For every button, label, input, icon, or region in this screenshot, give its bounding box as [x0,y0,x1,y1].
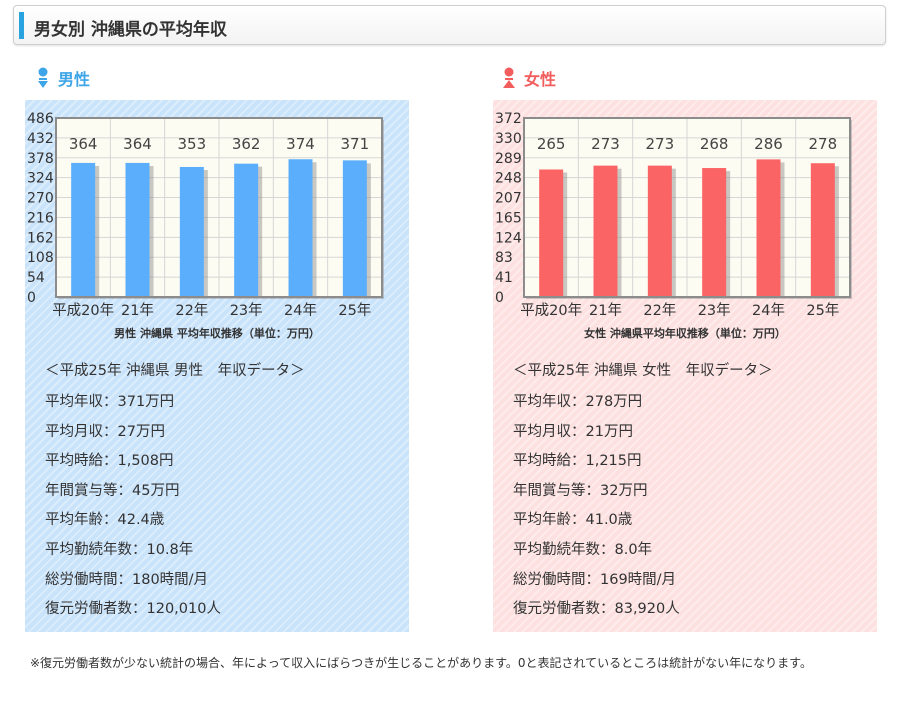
bar-value-label: 268 [700,135,729,153]
stat-annual-income: 平均年収：371万円 [45,394,175,410]
stat-average-age: 平均年齢：41.0歳 [513,512,633,529]
bar-value-label: 265 [537,135,566,153]
y-tick-label: 486 [27,111,54,127]
bar [810,163,835,297]
bar-value-label: 362 [232,135,261,153]
y-tick-label: 432 [27,131,54,147]
header-accent-bar [19,12,24,39]
x-tick-label: 24年 [752,302,785,319]
x-tick-label: 21年 [121,302,154,319]
y-tick-label: 54 [27,270,45,286]
bar [756,159,781,297]
x-tick-label: 22年 [643,302,676,319]
y-tick-label: 248 [495,171,522,187]
bar-value-label: 364 [123,135,152,153]
stat-annual-bonus: 年間賞与等：32万円 [513,482,648,499]
bar [647,165,672,297]
stat-hourly-wage: 平均時給：1,215円 [513,453,642,470]
male-stats-list: 平均年収：371万円 平均月収：27万円 平均時給：1,508円 年間賞与等：4… [45,390,221,627]
stat-years-of-service: 平均勤続年数：10.8年 [45,541,194,558]
x-tick-label: 25年 [806,302,839,319]
x-tick-label: 23年 [230,302,263,319]
x-tick-label: 25年 [338,302,371,319]
y-tick-label: 270 [27,191,54,207]
bar-value-label: 374 [286,135,315,153]
plot-frame [55,117,383,298]
y-tick-label: 0 [495,290,504,306]
y-tick-label: 330 [495,131,522,147]
male-label: 男性 [58,70,91,89]
female-panel: 0 41 83 124 165 207 248 289 330 372 265 平成20年 273 21年… [493,100,877,632]
female-label: 女性 [524,70,557,89]
x-tick-label: 平成20年 [52,302,114,319]
bar-value-label: 273 [646,135,675,153]
male-chart-caption: 男性 沖縄県 平均年収推移（単位：万円） [114,327,320,340]
bar-value-label: 353 [178,135,207,153]
x-tick-label: 22年 [175,302,208,319]
footnote: ※復元労働者数が少ない統計の場合、年によって収入にばらつきが生じることがあります… [30,656,812,670]
y-tick-label: 378 [27,151,54,167]
stat-years-of-service: 平均勤続年数：8.0年 [513,541,653,558]
stat-working-hours: 総労働時間：180時間/月 [45,571,209,588]
bar-value-label: 371 [341,135,370,153]
page-title: 男女別 沖縄県の平均年収 [34,20,227,40]
stat-monthly-income: 平均月収：21万円 [513,423,633,440]
y-tick-label: 124 [495,230,522,246]
y-tick-label: 324 [27,171,54,187]
x-tick-label: 平成20年 [520,302,582,319]
female-income-chart: 0 41 83 124 165 207 248 289 330 372 265 平成20年 273 21年… [495,111,852,319]
stat-monthly-income: 平均月収：27万円 [45,423,165,440]
stat-working-hours: 総労働時間：169時間/月 [513,571,677,588]
female-chart-caption: 女性 沖縄県平均年収推移（単位：万円） [584,327,786,340]
bar-value-label: 273 [591,135,620,153]
male-data-heading: ＜平成25年 沖縄県 男性 年収データ＞ [45,363,305,379]
female-icon [503,67,515,88]
bar [288,159,313,297]
male-panel: 0 54 108 162 216 270 324 378 432 486 364 平成20年 364 21… [25,100,409,632]
female-stats-list: 平均年収：278万円 平均月収：21万円 平均時給：1,215円 年間賞与等：3… [513,390,680,627]
x-tick-label: 23年 [698,302,731,319]
bar [539,169,564,297]
bar [702,168,727,297]
bar-value-label: 278 [809,135,838,153]
y-tick-label: 165 [495,210,522,226]
stat-annual-bonus: 年間賞与等：45万円 [45,482,180,499]
y-tick-label: 0 [27,290,36,306]
y-tick-label: 216 [27,210,54,226]
bar [125,162,150,297]
y-tick-label: 207 [495,191,522,207]
stat-annual-income: 平均年収：278万円 [513,394,643,410]
y-tick-label: 83 [495,250,513,266]
y-tick-label: 372 [495,111,522,127]
bar-value-label: 286 [754,135,783,153]
section-header: 男女別 沖縄県の平均年収 [13,5,886,45]
bar [71,162,96,297]
bar [234,163,259,297]
male-heading: 男性 [36,64,90,92]
female-heading: 女性 [502,64,556,92]
bar [342,160,367,297]
bar-value-label: 364 [69,135,98,153]
stat-worker-count: 復元労働者数：83,920人 [513,601,680,618]
bar [593,165,618,297]
male-icon [38,67,48,88]
stat-hourly-wage: 平均時給：1,508円 [45,453,174,470]
male-income-chart: 0 54 108 162 216 270 324 378 432 486 364 平成20年 364 21… [27,111,384,319]
bar [179,166,204,297]
female-data-heading: ＜平成25年 沖縄県 女性 年収データ＞ [513,363,773,379]
y-tick-label: 162 [27,230,54,246]
plot-frame [523,117,851,298]
y-tick-label: 289 [495,151,522,167]
x-tick-label: 21年 [589,302,622,319]
y-tick-label: 108 [27,250,54,266]
x-tick-label: 24年 [284,302,317,319]
stat-average-age: 平均年齢：42.4歳 [45,512,165,529]
stat-worker-count: 復元労働者数：120,010人 [45,601,221,618]
y-tick-label: 41 [495,270,513,286]
